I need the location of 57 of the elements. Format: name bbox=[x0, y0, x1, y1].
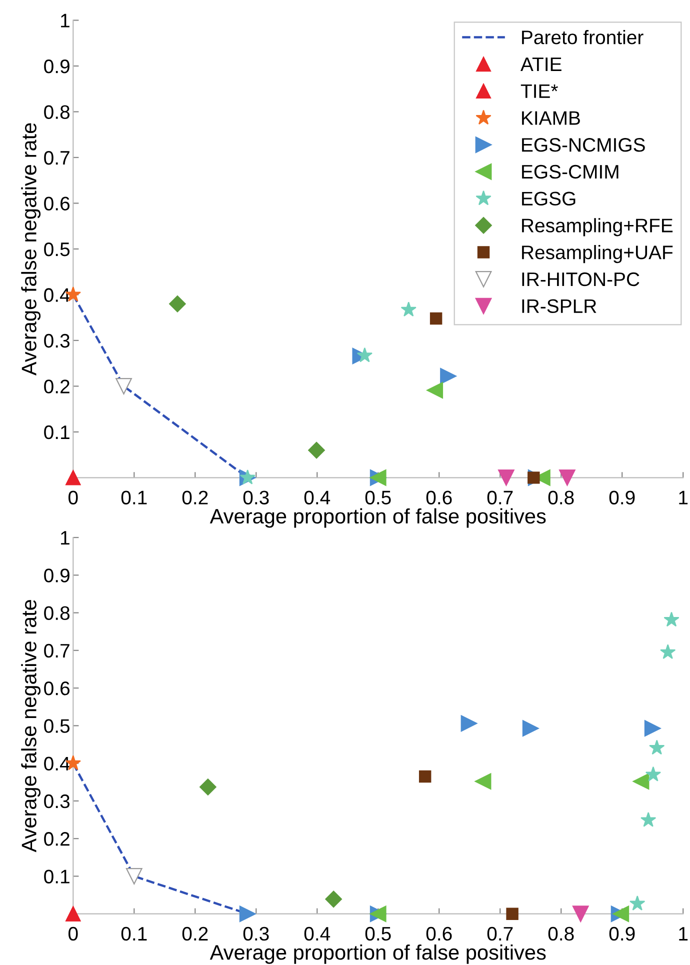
x-axis-title: Average proportion of false positives bbox=[210, 508, 546, 528]
legend-label: KIAMB bbox=[522, 111, 580, 125]
x-tick-label: 0.2 bbox=[182, 490, 208, 504]
legend-label: TIE* bbox=[520, 84, 558, 98]
y-tick-label: 0.7 bbox=[44, 150, 70, 165]
y-tick-label: 0.4 bbox=[44, 756, 70, 771]
legend-label: Resampling+UAF bbox=[522, 244, 673, 264]
y-tick-label: 0.7 bbox=[44, 644, 70, 658]
y-tick-label: 0.2 bbox=[44, 832, 70, 846]
x-tick-label: 0.3 bbox=[243, 490, 269, 504]
x-tick-label: 0 bbox=[68, 490, 78, 504]
x-tick-label: 0.5 bbox=[365, 490, 391, 504]
y-tick-label: 0.6 bbox=[44, 682, 70, 696]
y-tick-label: 0.9 bbox=[44, 568, 70, 582]
y-tick-label: 0.3 bbox=[44, 334, 70, 348]
x-tick-label: 0.6 bbox=[426, 490, 452, 504]
x-tick-label: 0.6 bbox=[426, 926, 452, 941]
y-tick-label: 1 bbox=[61, 531, 70, 545]
x-tick-label: 0.3 bbox=[243, 926, 269, 941]
legend-label: EGS-CMIM bbox=[522, 164, 618, 179]
x-tick-label: 1 bbox=[679, 927, 688, 940]
x-axis-title: Average proportion of false positives bbox=[210, 944, 546, 964]
y-tick-label: 0.2 bbox=[44, 380, 70, 394]
legend-label: IR-HITON-PC bbox=[522, 272, 640, 286]
legend-label: EGS-NCMIGS bbox=[522, 138, 645, 152]
x-tick-label: 0.5 bbox=[365, 926, 391, 941]
legend-label: EGSG bbox=[522, 192, 576, 206]
x-tick-label: 0.9 bbox=[609, 490, 635, 504]
x-tick-label: 0.1 bbox=[121, 926, 147, 941]
legend-label: Resampling+RFE bbox=[522, 218, 673, 236]
x-tick-label: 0.7 bbox=[487, 926, 513, 941]
y-tick-label: 0.1 bbox=[44, 425, 70, 440]
y-tick-label: 0.4 bbox=[44, 288, 70, 302]
x-tick-label: 0.8 bbox=[548, 490, 574, 504]
legend-label: ATIE bbox=[520, 58, 562, 71]
y-axis-title: Average false negative rate bbox=[21, 123, 41, 376]
y-tick-label: 0.8 bbox=[44, 105, 70, 119]
y-tick-label: 0.3 bbox=[44, 794, 70, 808]
y-tick-label: 1 bbox=[61, 14, 70, 28]
x-tick-label: 0 bbox=[68, 926, 78, 941]
y-tick-label: 0.9 bbox=[44, 59, 70, 74]
x-tick-label: 0.4 bbox=[304, 926, 330, 941]
y-tick-label: 0.8 bbox=[44, 606, 70, 620]
legend-label: IR-SPLR bbox=[522, 299, 596, 314]
y-tick-label: 0.6 bbox=[44, 196, 70, 210]
y-tick-label: 0.5 bbox=[44, 242, 70, 256]
x-tick-label: 0.1 bbox=[121, 490, 147, 504]
x-tick-label: 0.4 bbox=[304, 490, 330, 504]
y-tick-label: 0.1 bbox=[44, 870, 70, 884]
y-tick-label: 0.5 bbox=[44, 719, 70, 733]
x-tick-label: 0.9 bbox=[609, 926, 635, 941]
y-axis-title: Average false negative rate bbox=[21, 600, 41, 852]
x-tick-label: 0.7 bbox=[487, 490, 513, 504]
legend-label: Pareto frontier bbox=[522, 30, 644, 44]
x-tick-label: 0.8 bbox=[548, 926, 574, 941]
x-tick-label: 1 bbox=[679, 490, 688, 504]
x-tick-label: 0.2 bbox=[182, 926, 208, 941]
